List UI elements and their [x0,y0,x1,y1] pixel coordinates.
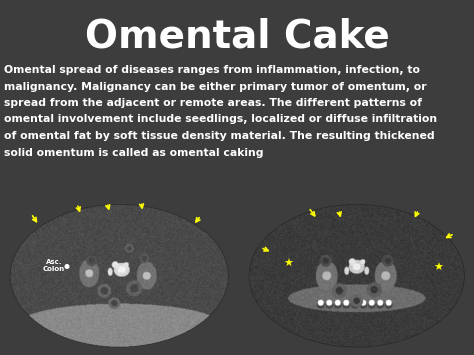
Bar [0,0,474,198]
Text: malignancy. Malignancy can be either primary tumor of omentum, or: malignancy. Malignancy can be either pri… [4,82,427,92]
Circle shape [65,265,69,268]
Text: of omental fat by soft tissue density material. The resulting thickened: of omental fat by soft tissue density ma… [4,131,435,141]
Text: solid omentum is called as omental caking: solid omentum is called as omental cakin… [4,147,264,158]
Text: spread from the adjacent or remote areas. The different patterns of: spread from the adjacent or remote areas… [4,98,422,108]
Text: Omental spread of diseases ranges from inflammation, infection, to: Omental spread of diseases ranges from i… [4,65,420,75]
Text: Omental Cake: Omental Cake [85,17,389,55]
Text: ★: ★ [283,258,293,268]
Text: ★: ★ [434,262,444,273]
Text: Asc.
Colon: Asc. Colon [43,259,65,272]
Text: omental involvement include seedlings, localized or diffuse infiltration: omental involvement include seedlings, l… [4,115,437,125]
